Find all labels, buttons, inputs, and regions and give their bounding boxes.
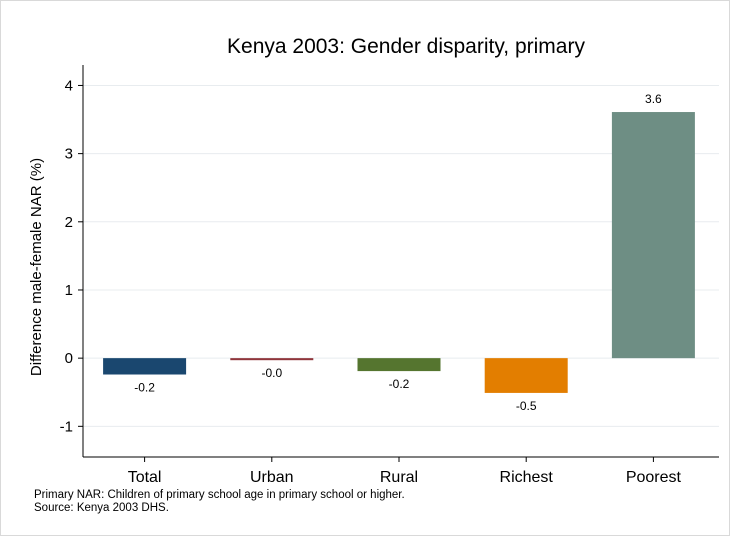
data-label: 3.6 [645, 92, 662, 106]
x-tick-label: Richest [500, 469, 554, 486]
footnote-definition: Primary NAR: Children of primary school … [34, 489, 405, 501]
labels: -1 0 1 2 3 4 -0.2 Total -0.0 Urban -0.2 Rural -0.5 Ri… [60, 77, 682, 486]
y-tick-label: 3 [65, 146, 73, 163]
y-axis-label: Difference male-female NAR (%) [28, 158, 45, 376]
data-label: -0.2 [134, 381, 155, 395]
chart-title: Kenya 2003: Gender disparity, primary [227, 35, 585, 58]
bar [103, 358, 187, 375]
axes [78, 65, 719, 462]
data-label: -0.2 [389, 377, 410, 391]
bar [357, 358, 441, 372]
y-tick-label: 2 [65, 214, 73, 231]
x-tick-label: Poorest [626, 469, 682, 486]
y-tick-label: 1 [65, 282, 73, 299]
y-tick-label: 4 [65, 77, 73, 94]
footnote-source: Source: Kenya 2003 DHS. [34, 502, 169, 514]
x-tick-label: Urban [250, 469, 294, 486]
bar [230, 358, 314, 361]
data-label: -0.0 [261, 366, 282, 380]
y-tick-label: 0 [65, 350, 73, 367]
x-tick-label: Rural [380, 469, 418, 486]
y-tick-label: -1 [60, 418, 73, 435]
bar [484, 358, 568, 393]
x-tick-label: Total [128, 469, 162, 486]
grid-lines [83, 84, 719, 427]
bars [103, 112, 695, 393]
data-label: -0.5 [516, 399, 537, 413]
bar [611, 112, 695, 359]
